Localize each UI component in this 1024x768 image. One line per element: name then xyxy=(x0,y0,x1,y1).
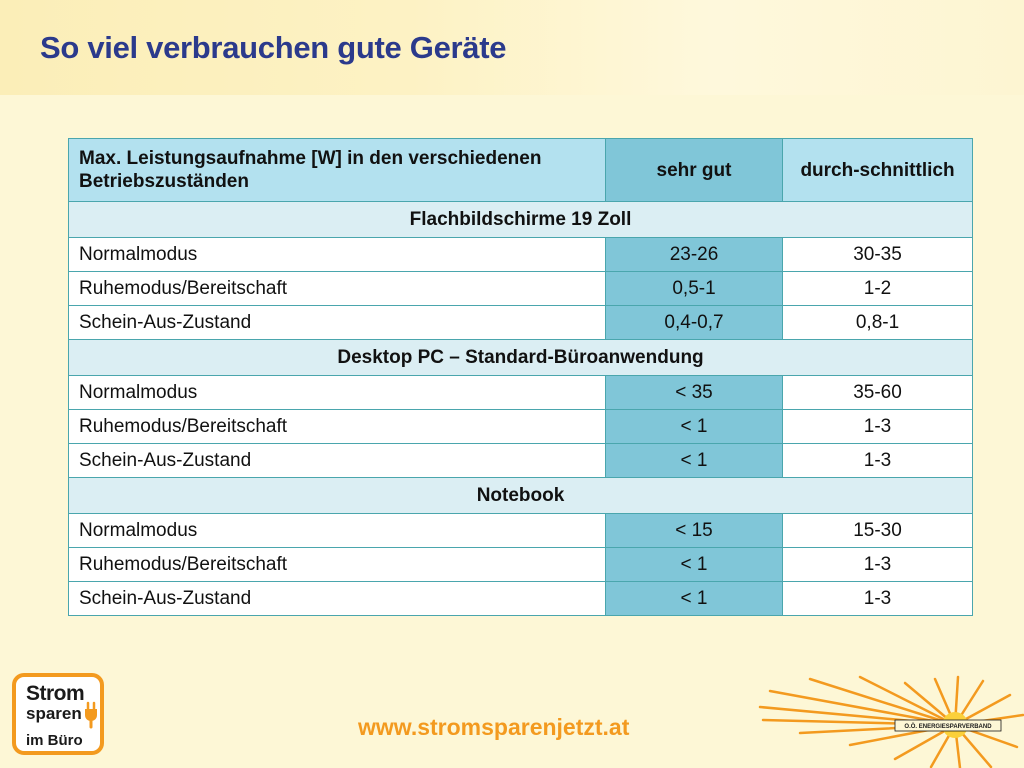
value-very-good: 23-26 xyxy=(605,237,783,272)
section-title: Notebook xyxy=(68,477,973,514)
row-label: Ruhemodus/Bereitschaft xyxy=(68,409,606,444)
row-label: Schein-Aus-Zustand xyxy=(68,305,606,340)
strom-sparen-logo: Strom sparen im Büro xyxy=(12,673,104,755)
table-row: Normalmodus < 15 15-30 xyxy=(68,513,973,548)
value-average: 1-2 xyxy=(782,271,973,306)
table-row: Schein-Aus-Zustand < 1 1-3 xyxy=(68,581,973,616)
logo-line-3: im Büro xyxy=(26,732,83,749)
value-very-good: 0,5-1 xyxy=(605,271,783,306)
table-row: Schein-Aus-Zustand < 1 1-3 xyxy=(68,443,973,478)
section-title: Flachbildschirme 19 Zoll xyxy=(68,201,973,238)
row-label: Schein-Aus-Zustand xyxy=(68,443,606,478)
energiesparverband-sun-logo: O.Ö. ENERGIESPARVERBAND xyxy=(758,675,1024,768)
footer-url-link[interactable]: www.stromsparenjetzt.at xyxy=(358,714,630,740)
section-row-desktop-pc: Desktop PC – Standard-Büroanwendung xyxy=(68,339,973,376)
value-very-good: < 1 xyxy=(605,443,783,478)
value-average: 0,8-1 xyxy=(782,305,973,340)
table-row: Ruhemodus/Bereitschaft < 1 1-3 xyxy=(68,409,973,444)
section-title: Desktop PC – Standard-Büroanwendung xyxy=(68,339,973,376)
value-very-good: < 15 xyxy=(605,513,783,548)
value-average: 1-3 xyxy=(782,547,973,582)
table-row: Normalmodus 23-26 30-35 xyxy=(68,237,973,272)
row-label: Ruhemodus/Bereitschaft xyxy=(68,271,606,306)
header-average: durch-schnittlich xyxy=(782,138,973,202)
plug-icon xyxy=(85,701,97,729)
table-header-row: Max. Leistungsaufnahme [W] in den versch… xyxy=(68,138,973,202)
header-very-good: sehr gut xyxy=(605,138,783,202)
org-logo-text: O.Ö. ENERGIESPARVERBAND xyxy=(904,723,992,730)
row-label: Normalmodus xyxy=(68,375,606,410)
table-row: Ruhemodus/Bereitschaft 0,5-1 1-2 xyxy=(68,271,973,306)
value-average: 15-30 xyxy=(782,513,973,548)
logo-line-1: Strom xyxy=(26,682,85,705)
consumption-table: Max. Leistungsaufnahme [W] in den versch… xyxy=(68,138,973,616)
header-measurement: Max. Leistungsaufnahme [W] in den versch… xyxy=(68,138,606,202)
logo-line-2: sparen xyxy=(26,704,82,723)
value-average: 30-35 xyxy=(782,237,973,272)
section-row-notebook: Notebook xyxy=(68,477,973,514)
slide-title: So viel verbrauchen gute Geräte xyxy=(40,30,507,65)
value-very-good: 0,4-0,7 xyxy=(605,305,783,340)
row-label: Ruhemodus/Bereitschaft xyxy=(68,547,606,582)
value-very-good: < 1 xyxy=(605,581,783,616)
row-label: Schein-Aus-Zustand xyxy=(68,581,606,616)
table-row: Ruhemodus/Bereitschaft < 1 1-3 xyxy=(68,547,973,582)
section-row-flatscreens: Flachbildschirme 19 Zoll xyxy=(68,201,973,238)
value-very-good: < 35 xyxy=(605,375,783,410)
value-average: 35-60 xyxy=(782,375,973,410)
value-very-good: < 1 xyxy=(605,547,783,582)
title-band xyxy=(0,0,1024,95)
table-row: Schein-Aus-Zustand 0,4-0,7 0,8-1 xyxy=(68,305,973,340)
row-label: Normalmodus xyxy=(68,237,606,272)
table-row: Normalmodus < 35 35-60 xyxy=(68,375,973,410)
row-label: Normalmodus xyxy=(68,513,606,548)
value-average: 1-3 xyxy=(782,409,973,444)
value-average: 1-3 xyxy=(782,443,973,478)
value-very-good: < 1 xyxy=(605,409,783,444)
value-average: 1-3 xyxy=(782,581,973,616)
